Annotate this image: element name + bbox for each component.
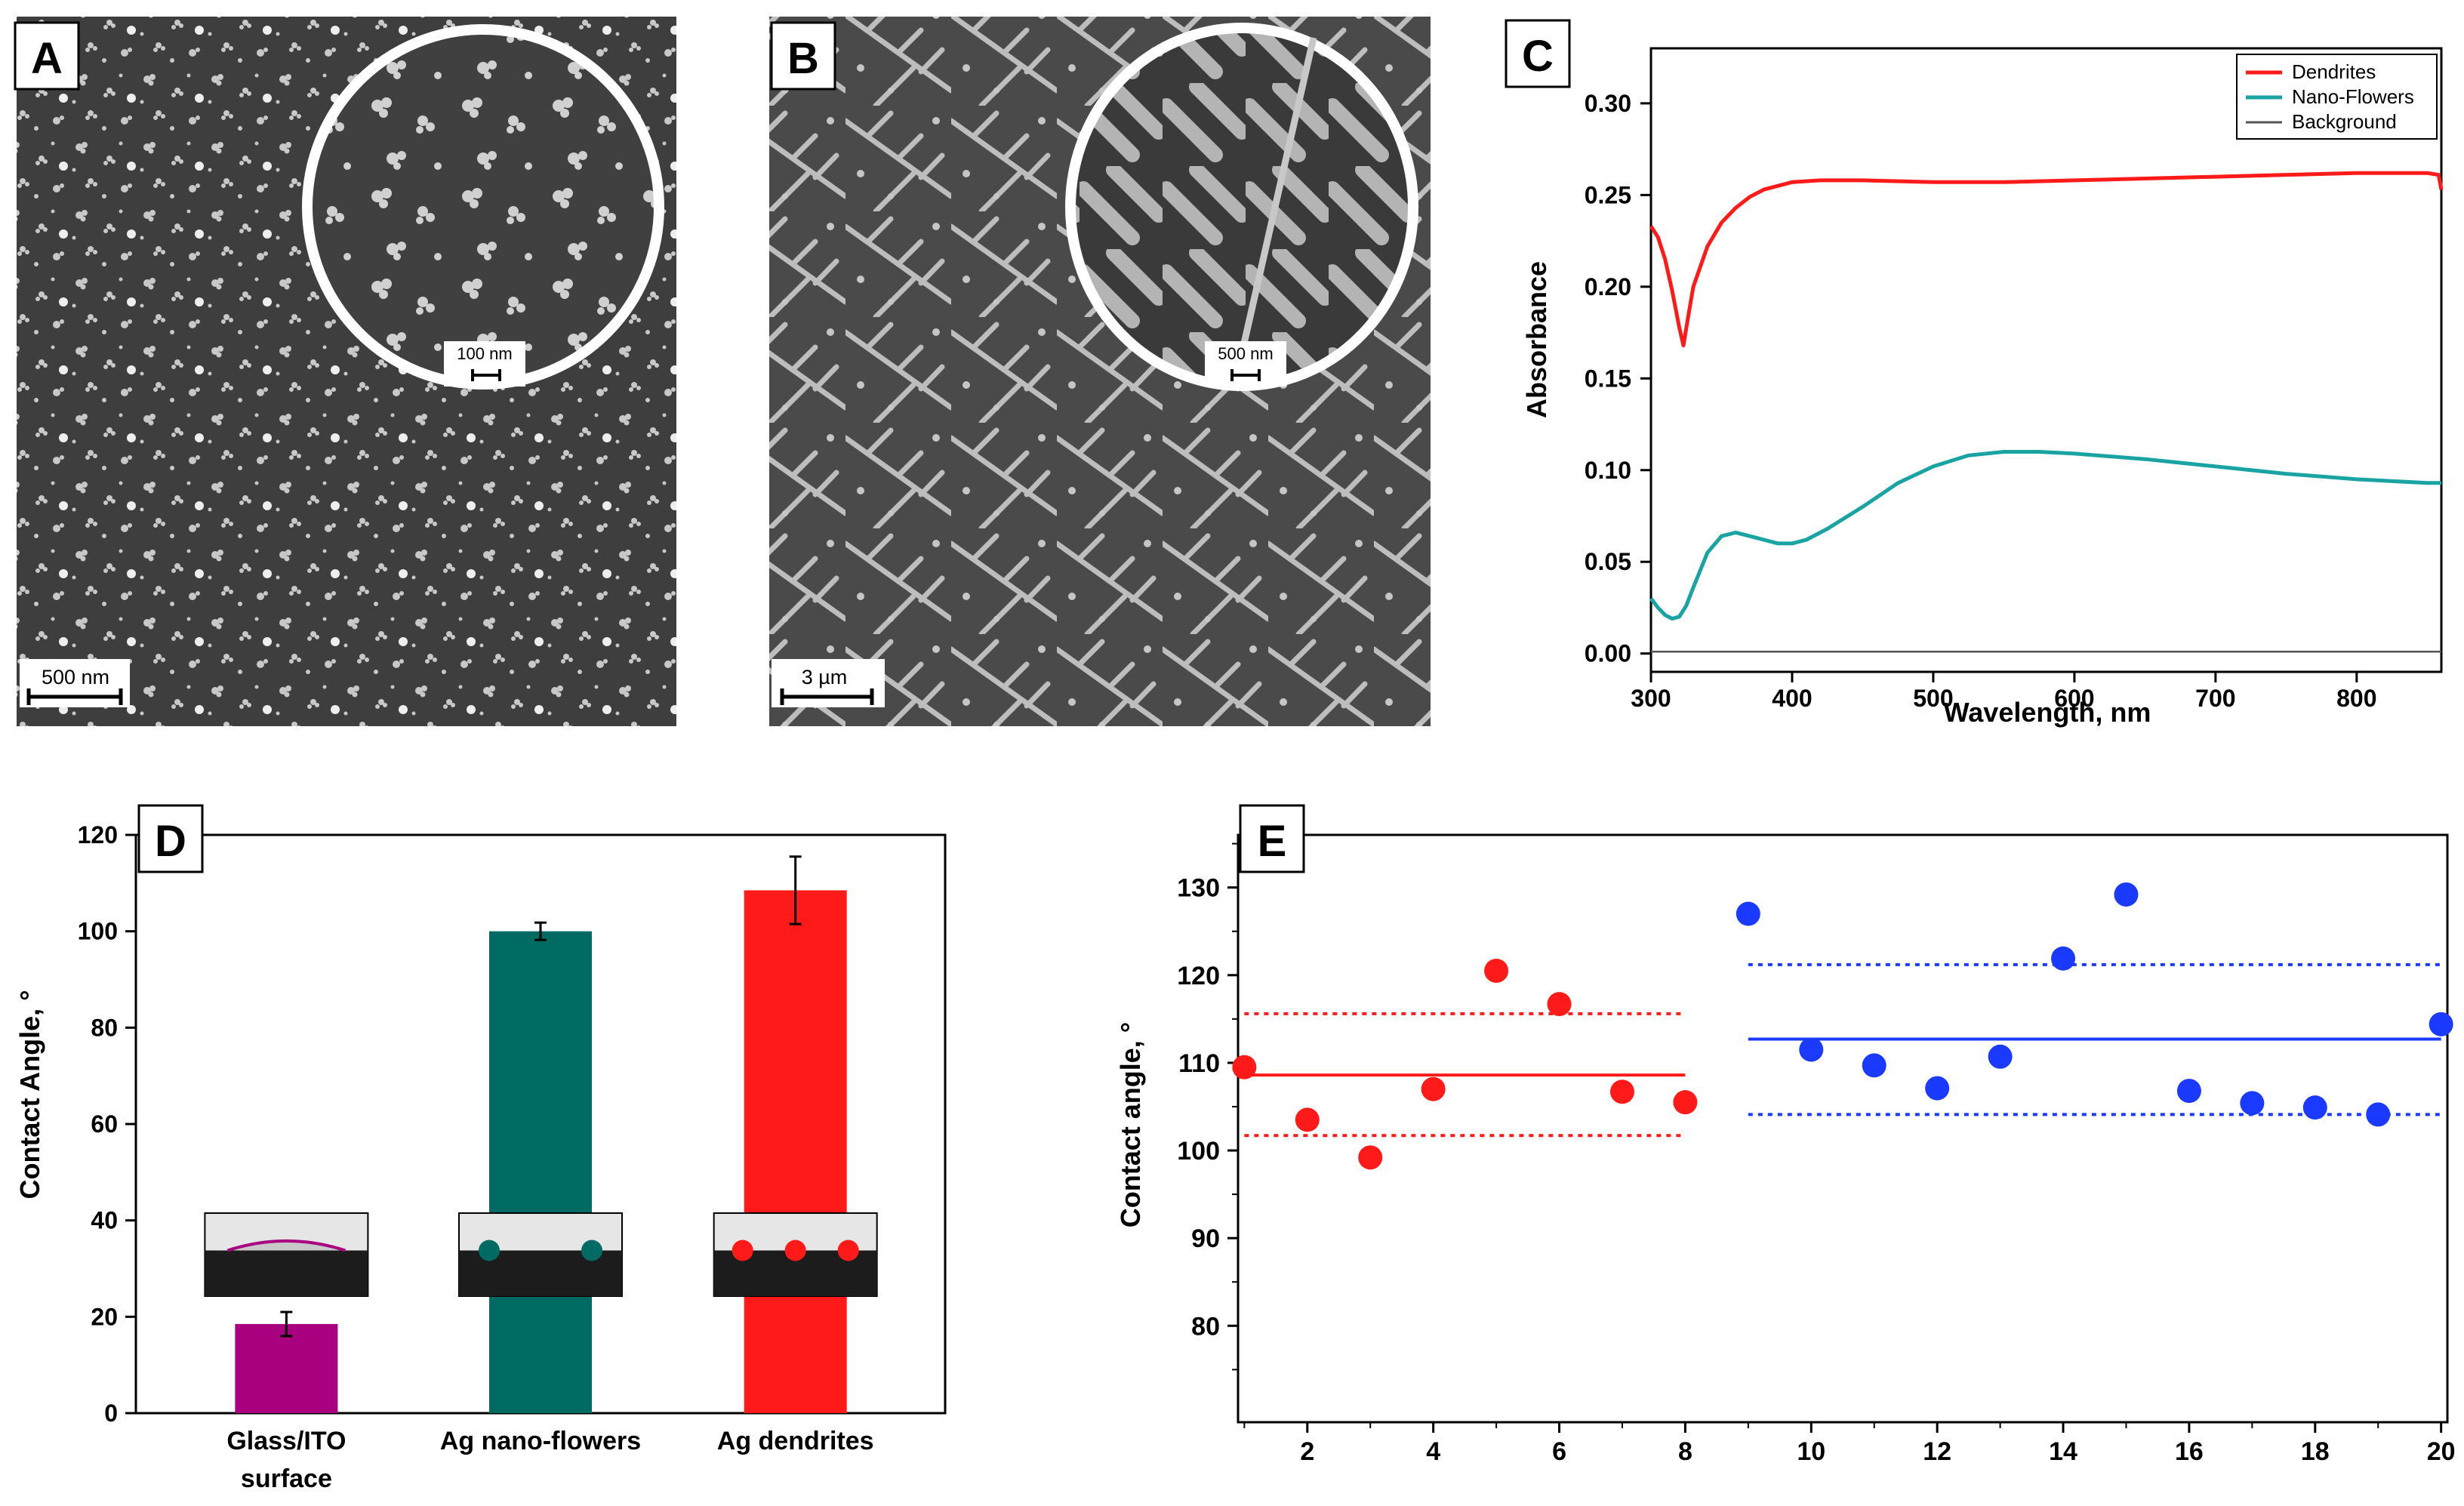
data-point: [1484, 958, 1509, 983]
x-tick-label: 4: [1426, 1437, 1440, 1466]
data-point: [2051, 946, 2076, 971]
x-tick-label: 600: [2054, 685, 2094, 712]
x-tick-label: 500: [1913, 685, 1953, 712]
y-tick-label: 60: [91, 1110, 118, 1138]
legend-nano-flowers: Nano-Flowers: [2292, 85, 2414, 108]
y-tick-label: 120: [1177, 962, 1220, 990]
x-tick-label: 800: [2336, 685, 2376, 712]
x-tick-label: 16: [2175, 1437, 2204, 1466]
x-tick-label: 14: [2049, 1437, 2077, 1466]
bar-2: [489, 931, 592, 1413]
data-point: [1799, 1037, 1824, 1062]
y-tick-label: 100: [78, 918, 118, 945]
main-scale-label: 500 nm: [42, 666, 109, 688]
data-point: [2429, 1012, 2453, 1036]
y-tick-label: 40: [91, 1207, 118, 1234]
y-tick-label: 0: [104, 1400, 118, 1427]
data-point: [1295, 1107, 1320, 1132]
y-tick-label: 20: [91, 1303, 118, 1330]
plot-frame: [1237, 833, 2449, 1424]
data-point: [1862, 1053, 1886, 1078]
data-point: [1421, 1076, 1446, 1101]
category-label: Glass/ITO: [226, 1427, 346, 1455]
data-point: [1736, 901, 1760, 926]
contact-angle-scatter-chart: E Contact angle, ° 2 4 6 8 10 12 14 16 18 20 80 90 1…: [1115, 804, 2456, 1466]
x-tick-label: 400: [1772, 685, 1812, 712]
droplet-photo-2: [458, 1212, 623, 1297]
y-tick-label: 80: [1191, 1312, 1220, 1341]
legend: Dendrites Nano-Flowers Background: [2236, 54, 2438, 140]
y-tick-label: 130: [1177, 874, 1220, 903]
panel-letter-c: C: [1522, 32, 1554, 81]
x-tick-label: 300: [1631, 685, 1671, 712]
y-tick-label: 0.00: [1585, 640, 1631, 667]
y-tick-label: 0.05: [1585, 548, 1631, 575]
x-tick-label: 6: [1552, 1437, 1566, 1466]
y-tick-label: 120: [78, 821, 118, 848]
panel-letter-b: B: [787, 34, 819, 83]
data-point: [1988, 1044, 2013, 1069]
droplet-photo-3: [713, 1212, 878, 1297]
data-point: [1925, 1076, 1950, 1101]
x-tick-label: 12: [1923, 1437, 1951, 1466]
y-tick-label: 0.30: [1585, 90, 1631, 117]
bar-1: [235, 1323, 338, 1413]
bar-3: [744, 890, 847, 1413]
category-label: Ag nano-flowers: [440, 1427, 641, 1455]
panel-b: 500 nm 3 µm B: [769, 17, 1431, 726]
x-tick-label: 20: [2427, 1437, 2456, 1466]
absorbance-chart: C Wavelength, nm Absorbance 300 400 500 600…: [1505, 19, 2444, 728]
x-tick-label: 10: [1797, 1437, 1825, 1466]
category-label: surface: [241, 1464, 332, 1493]
data-point: [1673, 1090, 1698, 1115]
panel-letter-e: E: [1258, 817, 1287, 866]
plot-frame: [1649, 47, 2443, 673]
contact-angle-bar-chart: D Contact Angle, ° 0 20 40 60 80 100 120 Glass…: [14, 804, 947, 1493]
droplet-photo-1: [204, 1212, 369, 1297]
panel-letter-d: D: [155, 817, 186, 866]
y-axis-label: Contact angle, °: [1115, 1022, 1146, 1227]
y-tick-label: 80: [91, 1014, 118, 1041]
data-point: [1358, 1145, 1383, 1170]
inset-nanoflowers: [302, 24, 664, 390]
x-tick-label: 700: [2195, 685, 2235, 712]
data-point: [1609, 1079, 1634, 1104]
x-axis-label: Wavelength, nm: [1944, 697, 2151, 728]
y-tick-label: 0.25: [1585, 181, 1631, 208]
x-tick-label: 18: [2301, 1437, 2330, 1466]
data-point: [1547, 992, 1572, 1017]
y-tick-label: 110: [1178, 1049, 1220, 1078]
data-point: [2176, 1079, 2201, 1104]
y-tick-label: 0.15: [1585, 365, 1631, 392]
y-tick-label: 90: [1191, 1224, 1220, 1253]
legend-dendrites: Dendrites: [2292, 60, 2376, 83]
y-axis-label: Absorbance: [1521, 261, 1552, 418]
inset-scale-label: 500 nm: [1218, 344, 1273, 363]
data-point: [1232, 1055, 1257, 1079]
series-line-dendrites: [1649, 171, 2444, 348]
y-tick-label: 0.10: [1585, 457, 1631, 484]
data-point: [2114, 882, 2139, 907]
inset-scale-label: 100 nm: [457, 344, 512, 363]
y-tick-label: 0.20: [1585, 273, 1631, 300]
panel-letter-a: A: [31, 34, 63, 83]
data-point: [2240, 1091, 2265, 1116]
x-tick-label: 8: [1678, 1437, 1692, 1466]
legend-background: Background: [2292, 110, 2397, 133]
x-tick-label: 2: [1300, 1437, 1314, 1466]
y-tick-label: 100: [1177, 1137, 1220, 1166]
category-label: Ag dendrites: [717, 1427, 874, 1455]
main-scale-label: 3 µm: [802, 666, 848, 688]
data-point: [2366, 1102, 2391, 1127]
inset-dendrites: [1065, 23, 1418, 391]
series-line-nano-flowers: [1649, 450, 2441, 621]
panel-a: 100 nm 500 nm A: [14, 17, 676, 726]
data-point: [2302, 1095, 2327, 1120]
y-axis-label: Contact Angle, °: [14, 990, 45, 1199]
